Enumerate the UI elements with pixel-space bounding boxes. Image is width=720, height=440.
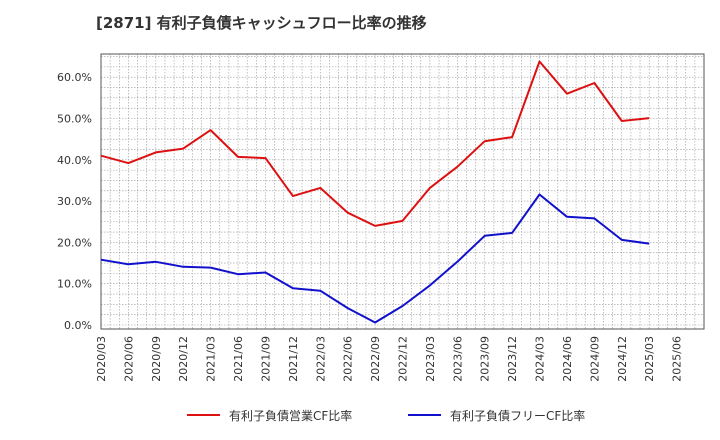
legend-label-2: 有利子負債フリーCF比率	[450, 408, 585, 423]
y-tick-label: 0.0%	[64, 319, 92, 332]
legend: 有利子負債営業CF比率 有利子負債フリーCF比率	[187, 408, 585, 423]
y-tick-label: 40.0%	[57, 154, 92, 167]
x-tick-label: 2023/12	[506, 336, 519, 382]
x-tick-label: 2023/06	[451, 336, 464, 382]
y-tick-label: 30.0%	[57, 195, 92, 208]
x-tick-label: 2025/06	[671, 336, 684, 382]
x-tick-label: 2022/06	[342, 336, 355, 382]
legend-label-1: 有利子負債営業CF比率	[229, 408, 352, 423]
x-tick-label: 2020/09	[150, 336, 163, 382]
y-tick-label: 10.0%	[57, 278, 92, 291]
x-tick-label: 2022/09	[369, 336, 382, 382]
x-tick-label: 2024/06	[561, 336, 574, 382]
x-tick-label: 2022/12	[397, 336, 410, 382]
series-line-1	[100, 60, 650, 227]
x-tick-label: 2024/12	[616, 336, 629, 382]
x-tick-label: 2021/06	[232, 336, 245, 382]
y-tick-label: 50.0%	[57, 113, 92, 126]
y-tick-label: 20.0%	[57, 236, 92, 249]
y-tick-label: 60.0%	[57, 71, 92, 84]
x-tick-label: 2021/03	[205, 336, 218, 382]
chart-title: [2871] 有利子負債キャッシュフロー比率の推移	[96, 14, 427, 32]
x-tick-label: 2020/03	[95, 336, 108, 382]
x-tick-label: 2020/12	[177, 336, 190, 382]
x-tick-label: 2022/03	[314, 336, 327, 382]
x-tick-label: 2023/09	[479, 336, 492, 382]
x-tick-label: 2021/09	[259, 336, 272, 382]
x-tick-label: 2021/12	[287, 336, 300, 382]
x-tick-label: 2024/09	[588, 336, 601, 382]
series-line-2	[100, 193, 650, 324]
plot-frame	[100, 53, 705, 330]
y-axis-ticks: 0.0% 10.0% 20.0% 30.0% 40.0% 50.0% 60.0%	[57, 71, 92, 332]
x-tick-label: 2023/03	[424, 336, 437, 382]
x-tick-label: 2024/03	[534, 336, 547, 382]
x-tick-label: 2025/03	[643, 336, 656, 382]
series-lines	[100, 60, 650, 324]
grid-lines	[100, 54, 705, 329]
x-tick-label: 2020/06	[122, 336, 135, 382]
x-axis-ticks: 2020/03 2020/06 2020/09 2020/12 2021/03 2021/…	[95, 336, 684, 382]
